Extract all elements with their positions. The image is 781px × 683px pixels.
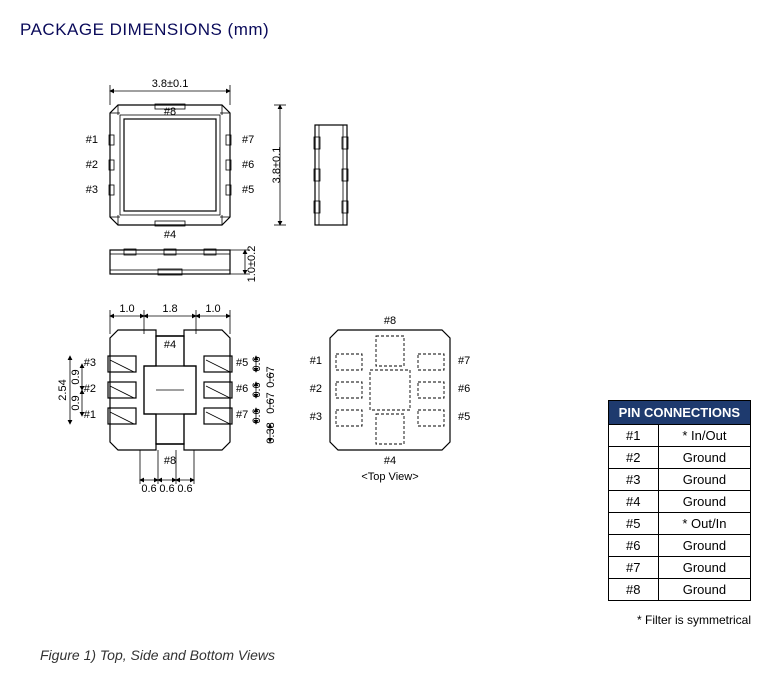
table-row: #7Ground: [608, 557, 750, 579]
top-pin8: #8: [164, 106, 176, 118]
diagram-area: 3.8±0.1 #8 #1 #2 #3 #7 #6 #5 #4 3.8±0.1: [40, 70, 510, 605]
cell-pin: #4: [608, 491, 658, 513]
bot-pin8: #8: [164, 455, 176, 467]
table-row: #5* Out/In: [608, 513, 750, 535]
table-row: #4Ground: [608, 491, 750, 513]
bot-pin1: #1: [84, 409, 96, 421]
top-pin1: #1: [86, 134, 98, 146]
tv-pin8: #8: [384, 315, 396, 327]
tv-pin6: #6: [458, 383, 470, 395]
tv-pin4: #4: [384, 455, 396, 467]
table-row: #8Ground: [608, 579, 750, 601]
footnote: * Filter is symmetrical: [608, 613, 751, 627]
cell-pin: #8: [608, 579, 658, 601]
dim-bw3: 1.0: [205, 303, 220, 315]
dim-b06a: 0.6: [141, 483, 156, 495]
bot-pin7: #7: [236, 409, 248, 421]
cell-fn: Ground: [658, 447, 750, 469]
bot-pin5: #5: [236, 357, 248, 369]
pin-table-area: PIN CONNECTIONS #1* In/Out #2Ground #3Gr…: [608, 400, 751, 627]
cell-pin: #5: [608, 513, 658, 535]
cell-fn: * In/Out: [658, 425, 750, 447]
dim-height: 3.8±0.1: [271, 147, 283, 184]
bot-pin2: #2: [84, 383, 96, 395]
pin-connections-table: PIN CONNECTIONS #1* In/Out #2Ground #3Gr…: [608, 400, 751, 601]
content-row: 3.8±0.1 #8 #1 #2 #3 #7 #6 #5 #4 3.8±0.1: [20, 70, 761, 627]
table-header: PIN CONNECTIONS: [608, 401, 750, 425]
top-pin5: #5: [242, 184, 254, 196]
dim-thickness: 1.0±0.2: [246, 246, 258, 283]
table-row: #3Ground: [608, 469, 750, 491]
bot-pin3: #3: [84, 357, 96, 369]
figure-caption: Figure 1) Top, Side and Bottom Views: [40, 647, 761, 663]
dim-width: 3.8±0.1: [152, 78, 189, 90]
dim-r06c: 0.6: [251, 408, 263, 423]
dim-bw2: 1.8: [162, 303, 177, 315]
bot-pin4: #4: [164, 339, 176, 351]
dim-b06c: 0.6: [177, 483, 192, 495]
tv-pin5: #5: [458, 411, 470, 423]
top-pin7: #7: [242, 134, 254, 146]
cell-pin: #1: [608, 425, 658, 447]
dim-b06b: 0.6: [159, 483, 174, 495]
dim-bw1: 1.0: [119, 303, 134, 315]
dim-r06b: 0.6: [251, 382, 263, 397]
top-pin2: #2: [86, 159, 98, 171]
top-pin3: #3: [86, 184, 98, 196]
cell-pin: #2: [608, 447, 658, 469]
tv-pin2: #2: [310, 383, 322, 395]
dim-r067a: 0.67: [265, 366, 277, 387]
cell-fn: Ground: [658, 491, 750, 513]
cell-pin: #6: [608, 535, 658, 557]
cell-pin: #3: [608, 469, 658, 491]
topview-label: <Top View>: [361, 471, 418, 483]
dim-r06a: 0.6: [251, 356, 263, 371]
package-drawing: 3.8±0.1 #8 #1 #2 #3 #7 #6 #5 #4 3.8±0.1: [40, 70, 510, 600]
dim-254: 2.54: [57, 379, 69, 400]
dim-09b: 0.9: [70, 395, 82, 410]
top-pin6: #6: [242, 159, 254, 171]
top-pin4: #4: [164, 229, 176, 241]
tv-pin3: #3: [310, 411, 322, 423]
table-row: #2Ground: [608, 447, 750, 469]
tv-pin1: #1: [310, 355, 322, 367]
cell-pin: #7: [608, 557, 658, 579]
bot-pin6: #6: [236, 383, 248, 395]
cell-fn: Ground: [658, 557, 750, 579]
cell-fn: Ground: [658, 535, 750, 557]
table-row: #1* In/Out: [608, 425, 750, 447]
dim-033: 0.33: [265, 422, 277, 443]
dim-r067b: 0.67: [265, 392, 277, 413]
cell-fn: Ground: [658, 579, 750, 601]
cell-fn: * Out/In: [658, 513, 750, 535]
cell-fn: Ground: [658, 469, 750, 491]
tv-pin7: #7: [458, 355, 470, 367]
table-row: #6Ground: [608, 535, 750, 557]
page-title: PACKAGE DIMENSIONS (mm): [20, 20, 761, 40]
dim-09a: 0.9: [70, 369, 82, 384]
